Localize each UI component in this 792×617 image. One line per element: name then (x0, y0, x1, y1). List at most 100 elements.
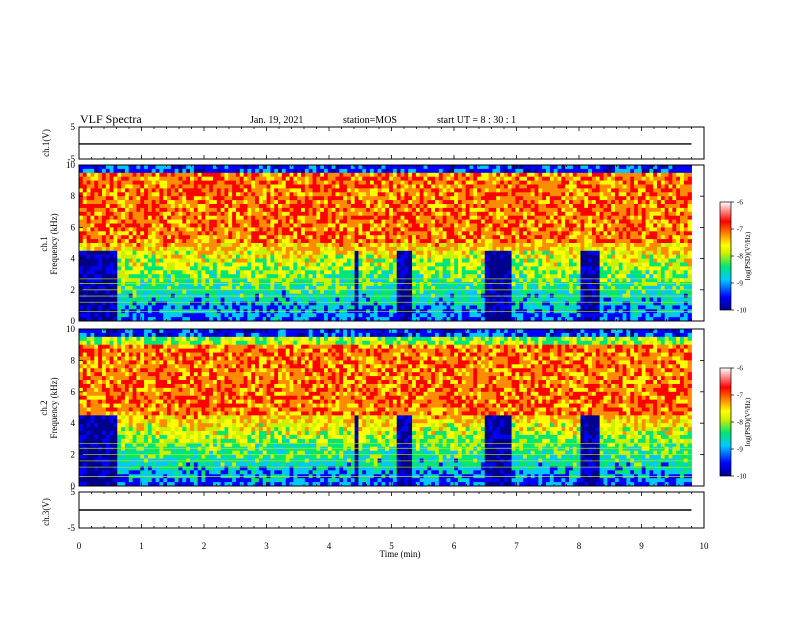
spectrogram-cell (512, 185, 516, 189)
spectrogram-cell (167, 169, 171, 173)
spectrogram-cell (324, 188, 328, 192)
spectrogram-cell (305, 259, 309, 263)
spectrogram-cell (113, 235, 117, 239)
spectrogram-cell (420, 227, 424, 231)
spectrogram-cell (420, 192, 424, 196)
spectrogram-cell (309, 259, 313, 263)
spectrogram-cell (121, 282, 125, 286)
spectrogram-cell (512, 270, 516, 274)
spectrogram-cell (351, 243, 355, 247)
spectrogram-cell (320, 224, 324, 228)
spectrogram-cell (519, 247, 523, 251)
spectrogram-cell (140, 165, 144, 169)
spectrogram-cell (404, 290, 408, 294)
spectrogram-cell (542, 259, 546, 263)
spectrogram-cell (286, 169, 290, 173)
spectrogram-cell (190, 185, 194, 189)
spectrogram-cell (447, 204, 451, 208)
spectrogram-cell (542, 169, 546, 173)
spectrogram-cell (240, 196, 244, 200)
spectrogram-cell (458, 165, 462, 169)
spectrogram-cell (366, 212, 370, 216)
spectrogram-cell (270, 251, 274, 255)
spectrogram-cell (129, 305, 133, 309)
spectrogram-cell (309, 239, 313, 243)
spectrogram-cell (485, 227, 489, 231)
spectrogram-cell (259, 231, 263, 235)
spectrogram-cell (163, 290, 167, 294)
spectrogram-cell (485, 169, 489, 173)
spectrogram-cell (374, 243, 378, 247)
spectrogram-cell (278, 247, 282, 251)
spectrogram-cell (286, 196, 290, 200)
spectrogram-cell (397, 216, 401, 220)
spectrogram-cell (424, 266, 428, 270)
spectrogram-cell (213, 298, 217, 302)
spectrogram-cell (282, 196, 286, 200)
spectrogram-cell (198, 266, 202, 270)
spectrogram-cell (251, 305, 255, 309)
spectrogram-cell (416, 298, 420, 302)
spectrogram-cell (152, 216, 156, 220)
spectrogram-cell (309, 313, 313, 317)
spectrogram-cell (309, 255, 313, 259)
spectrogram-cell (117, 196, 121, 200)
spectrogram-cell (259, 212, 263, 216)
spectrogram-cell (263, 196, 267, 200)
spectrogram-cell (171, 255, 175, 259)
spectrogram-cell (217, 243, 221, 247)
spectrogram-cell (381, 196, 385, 200)
spectrogram-cell (374, 177, 378, 181)
spectrogram-cell (129, 231, 133, 235)
spectrogram-cell (485, 259, 489, 263)
spectrogram-cell (286, 181, 290, 185)
spectrogram-cell (255, 282, 259, 286)
spectrogram-cell (136, 263, 140, 267)
spectrogram-cell (378, 305, 382, 309)
spectrogram-cell (125, 173, 129, 177)
spectrogram-cell (374, 173, 378, 177)
spectrogram-cell (148, 216, 152, 220)
spectrogram-cell (523, 188, 527, 192)
spectrogram-cell (247, 169, 251, 173)
spectrogram-cell (305, 169, 309, 173)
spectrogram-cell (535, 231, 539, 235)
spectrogram-cell (247, 231, 251, 235)
spectrogram-cell (328, 235, 332, 239)
spectrogram-cell (110, 243, 114, 247)
spectrogram-cell (194, 263, 198, 267)
spectrogram-cell (247, 266, 251, 270)
spectrogram-cell (144, 313, 148, 317)
spectrogram-cell (538, 173, 542, 177)
spectrogram-cell (508, 204, 512, 208)
spectrogram-cell (523, 274, 527, 278)
spectrogram-cell (94, 270, 98, 274)
spectrogram-cell (404, 220, 408, 224)
spectrogram-cell (175, 239, 179, 243)
spectrogram-cell (297, 200, 301, 204)
spectrogram-cell (171, 263, 175, 267)
spectrogram-cell (450, 235, 454, 239)
spectrogram-cell (351, 173, 355, 177)
spectrogram-cell (125, 305, 129, 309)
spectrogram-cell (374, 255, 378, 259)
spectrogram-cell (251, 247, 255, 251)
spectrogram-cell (477, 224, 481, 228)
spectrogram-cell (481, 165, 485, 169)
spectrogram-cell (213, 177, 217, 181)
spectrogram-cell (144, 177, 148, 181)
spectrogram-cell (424, 259, 428, 263)
spectrogram-cell (305, 224, 309, 228)
spectrogram-cell (320, 220, 324, 224)
spectrogram-cell (244, 259, 248, 263)
spectrogram-cell (244, 177, 248, 181)
spectrogram-cell (416, 227, 420, 231)
spectrogram-cell (378, 208, 382, 212)
spectrogram-cell (259, 208, 263, 212)
spectrogram-cell (113, 247, 117, 251)
spectrogram-cell (121, 239, 125, 243)
spectrogram-cell (489, 239, 493, 243)
spectrogram-cell (186, 305, 190, 309)
spectrogram-cell (339, 208, 343, 212)
spectrogram-cell (113, 255, 117, 259)
